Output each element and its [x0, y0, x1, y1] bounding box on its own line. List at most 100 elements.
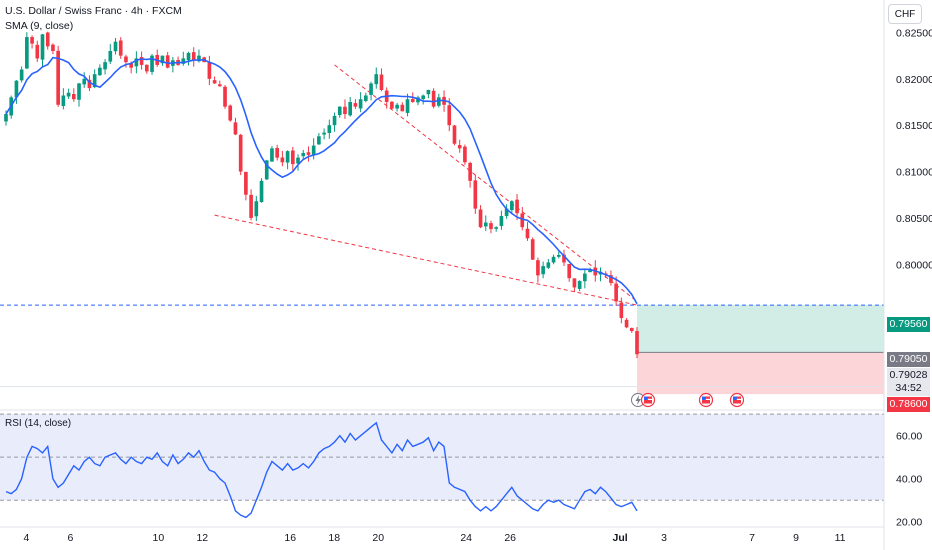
- us-flag-icon[interactable]: [698, 392, 714, 408]
- candle: [301, 149, 306, 160]
- candle: [160, 55, 165, 66]
- candle-body: [447, 105, 452, 126]
- candle: [551, 254, 556, 265]
- candle: [369, 81, 373, 101]
- candle: [223, 85, 227, 109]
- candle-body: [624, 319, 629, 328]
- us-flag-icon[interactable]: [640, 392, 656, 408]
- time-tick-label: 16: [284, 532, 296, 544]
- candle: [353, 99, 358, 109]
- candle-body: [301, 153, 306, 157]
- candle: [82, 72, 87, 88]
- price-tick-label: 0.82500: [896, 27, 932, 39]
- price-tick-label: 0.82000: [896, 74, 932, 86]
- candle-body: [14, 80, 19, 98]
- candle-body: [134, 58, 139, 67]
- rsi-legend: RSI (14, close): [5, 418, 72, 429]
- candle: [416, 95, 420, 106]
- price-tick-label: 0.80500: [896, 213, 932, 225]
- candle-body: [405, 99, 410, 113]
- candle: [525, 222, 530, 241]
- sma-line: [5, 56, 638, 305]
- candle: [624, 318, 629, 329]
- candle: [30, 35, 34, 49]
- candle-body: [306, 152, 311, 155]
- candle-body: [562, 254, 566, 263]
- candle-body: [160, 55, 165, 64]
- candle-body: [77, 83, 81, 100]
- time-tick-label: 9: [793, 532, 799, 544]
- candle: [473, 174, 478, 214]
- candle: [217, 80, 222, 87]
- last-price-value: 0.79028: [889, 369, 928, 381]
- candle-body: [19, 69, 24, 81]
- trendlines: [214, 64, 638, 306]
- candle-body: [322, 132, 326, 135]
- price-tick-label: 0.81500: [896, 120, 932, 132]
- candle: [51, 43, 55, 55]
- candle: [562, 249, 566, 267]
- candle-body: [25, 37, 29, 69]
- candle: [207, 55, 212, 86]
- candle: [40, 33, 45, 67]
- candle: [71, 88, 76, 102]
- candle: [504, 204, 509, 219]
- candle: [400, 102, 405, 112]
- candle-body: [30, 37, 34, 44]
- candle-body: [45, 32, 50, 47]
- candle: [233, 117, 238, 136]
- candle: [421, 94, 426, 105]
- candle: [619, 297, 624, 324]
- candle-body: [494, 227, 499, 229]
- candle: [254, 195, 259, 222]
- candle-body: [212, 80, 217, 84]
- candle-body: [374, 74, 379, 85]
- candle-body: [536, 260, 540, 276]
- candle-body: [583, 273, 587, 282]
- candle-body: [165, 55, 170, 68]
- candle: [124, 54, 128, 68]
- candle-body: [103, 62, 107, 70]
- candle-body: [238, 134, 243, 172]
- candle: [426, 89, 431, 99]
- candle-body: [358, 99, 363, 109]
- candle: [212, 76, 217, 84]
- candle: [238, 134, 243, 176]
- candle-body: [207, 61, 212, 79]
- currency-button[interactable]: CHF: [888, 4, 922, 24]
- rsi-tick-label: 20.00: [896, 517, 922, 529]
- flag-canton: [644, 396, 648, 400]
- candle-body: [635, 331, 639, 355]
- event-markers[interactable]: [631, 392, 745, 408]
- candle-body: [337, 106, 342, 116]
- candle-body: [343, 106, 347, 115]
- price-tick-label: 0.81000: [896, 167, 932, 179]
- candle: [150, 54, 154, 75]
- time-tick-label: 20: [372, 532, 384, 544]
- candle-body: [56, 50, 60, 105]
- candle: [77, 82, 81, 107]
- time-tick-label: 26: [504, 532, 516, 544]
- candle-body: [629, 327, 634, 332]
- candle-body: [270, 148, 274, 162]
- price-axis[interactable]: 0.82500 0.82000 0.81500 0.81000 0.80500 0.800…: [883, 0, 932, 550]
- time-axis[interactable]: 4 6 10 12 16 18 20 24 26 Jul 3 7 9 11: [0, 526, 884, 544]
- candle: [489, 220, 493, 234]
- candle: [134, 51, 139, 74]
- time-tick-label: 18: [328, 532, 340, 544]
- candle: [98, 64, 102, 76]
- time-tick-label: 3: [661, 532, 667, 544]
- us-flag-icon[interactable]: [729, 392, 745, 408]
- candle: [285, 150, 290, 170]
- flag-canton: [733, 396, 737, 400]
- candle-body: [416, 97, 420, 103]
- chart-title: U.S. Dollar / Swiss Franc · 4h · FXCM: [5, 5, 182, 17]
- lower-trendline: [214, 214, 638, 306]
- candle: [463, 144, 467, 165]
- time-tick-label: 6: [67, 532, 73, 544]
- candle-body: [82, 78, 87, 85]
- candle: [536, 257, 540, 283]
- candle: [452, 124, 457, 146]
- candle-body: [577, 280, 582, 289]
